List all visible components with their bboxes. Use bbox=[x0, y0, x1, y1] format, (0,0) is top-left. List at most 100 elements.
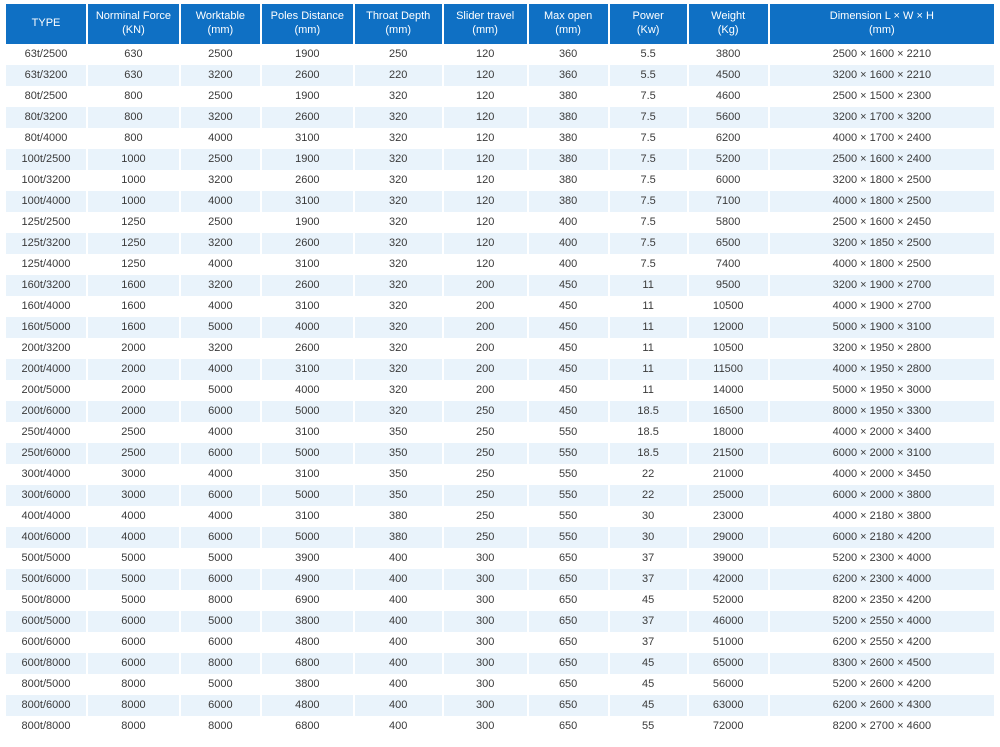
cell-dim: 4000 × 2000 × 3400 bbox=[769, 422, 994, 443]
table-row: 400t/40004000400031003802505503023000400… bbox=[6, 506, 994, 527]
cell-power: 11 bbox=[609, 317, 688, 338]
table-row: 300t/60003000600050003502505502225000600… bbox=[6, 485, 994, 506]
cell-force: 5000 bbox=[87, 590, 180, 611]
cell-weight: 11500 bbox=[688, 359, 769, 380]
table-row: 200t/40002000400031003202004501111500400… bbox=[6, 359, 994, 380]
cell-power: 7.5 bbox=[609, 128, 688, 149]
cell-weight: 65000 bbox=[688, 653, 769, 674]
cell-power: 7.5 bbox=[609, 86, 688, 107]
table-row: 250t/600025006000500035025055018.5215006… bbox=[6, 443, 994, 464]
cell-maxopen: 380 bbox=[528, 191, 609, 212]
cell-power: 11 bbox=[609, 296, 688, 317]
cell-force: 3000 bbox=[87, 464, 180, 485]
cell-maxopen: 380 bbox=[528, 149, 609, 170]
cell-force: 6000 bbox=[87, 653, 180, 674]
cell-type: 800t/5000 bbox=[6, 674, 87, 695]
table-row: 200t/50002000500040003202004501114000500… bbox=[6, 380, 994, 401]
cell-throat: 320 bbox=[354, 233, 443, 254]
cell-slider: 200 bbox=[443, 359, 528, 380]
cell-dim: 4000 × 2180 × 3800 bbox=[769, 506, 994, 527]
cell-dim: 8000 × 1950 × 3300 bbox=[769, 401, 994, 422]
cell-poles: 6800 bbox=[261, 716, 354, 737]
cell-force: 2000 bbox=[87, 338, 180, 359]
cell-power: 7.5 bbox=[609, 254, 688, 275]
col-header-type: TYPE bbox=[6, 4, 87, 44]
cell-maxopen: 450 bbox=[528, 317, 609, 338]
cell-force: 630 bbox=[87, 65, 180, 86]
cell-type: 800t/8000 bbox=[6, 716, 87, 737]
cell-slider: 250 bbox=[443, 422, 528, 443]
cell-slider: 250 bbox=[443, 527, 528, 548]
cell-power: 5.5 bbox=[609, 44, 688, 65]
cell-maxopen: 400 bbox=[528, 254, 609, 275]
cell-power: 18.5 bbox=[609, 422, 688, 443]
cell-maxopen: 380 bbox=[528, 107, 609, 128]
cell-poles: 2600 bbox=[261, 107, 354, 128]
cell-poles: 3100 bbox=[261, 464, 354, 485]
cell-force: 8000 bbox=[87, 695, 180, 716]
cell-worktable: 6000 bbox=[180, 527, 261, 548]
cell-throat: 320 bbox=[354, 86, 443, 107]
cell-force: 5000 bbox=[87, 569, 180, 590]
cell-weight: 25000 bbox=[688, 485, 769, 506]
cell-throat: 350 bbox=[354, 443, 443, 464]
cell-weight: 14000 bbox=[688, 380, 769, 401]
cell-dim: 5000 × 1900 × 3100 bbox=[769, 317, 994, 338]
cell-maxopen: 550 bbox=[528, 422, 609, 443]
cell-throat: 320 bbox=[354, 317, 443, 338]
table-row: 800t/60008000600048004003006504563000620… bbox=[6, 695, 994, 716]
cell-weight: 10500 bbox=[688, 296, 769, 317]
cell-weight: 6500 bbox=[688, 233, 769, 254]
cell-poles: 3100 bbox=[261, 128, 354, 149]
cell-worktable: 3200 bbox=[180, 170, 261, 191]
cell-slider: 300 bbox=[443, 653, 528, 674]
cell-maxopen: 360 bbox=[528, 65, 609, 86]
cell-throat: 400 bbox=[354, 716, 443, 737]
cell-power: 11 bbox=[609, 338, 688, 359]
cell-force: 1250 bbox=[87, 254, 180, 275]
cell-weight: 4600 bbox=[688, 86, 769, 107]
cell-weight: 12000 bbox=[688, 317, 769, 338]
cell-type: 125t/4000 bbox=[6, 254, 87, 275]
table-row: 80t/3200800320026003201203807.556003200 … bbox=[6, 107, 994, 128]
cell-weight: 6000 bbox=[688, 170, 769, 191]
cell-worktable: 6000 bbox=[180, 443, 261, 464]
cell-type: 300t/4000 bbox=[6, 464, 87, 485]
table-row: 800t/50008000500038004003006504556000520… bbox=[6, 674, 994, 695]
cell-force: 4000 bbox=[87, 527, 180, 548]
cell-poles: 3100 bbox=[261, 506, 354, 527]
cell-weight: 7400 bbox=[688, 254, 769, 275]
cell-dim: 5200 × 2300 × 4000 bbox=[769, 548, 994, 569]
cell-type: 100t/3200 bbox=[6, 170, 87, 191]
cell-type: 200t/6000 bbox=[6, 401, 87, 422]
cell-poles: 1900 bbox=[261, 149, 354, 170]
cell-slider: 120 bbox=[443, 44, 528, 65]
cell-throat: 320 bbox=[354, 359, 443, 380]
cell-power: 30 bbox=[609, 506, 688, 527]
table-row: 125t/40001250400031003201204007.57400400… bbox=[6, 254, 994, 275]
cell-slider: 250 bbox=[443, 485, 528, 506]
cell-throat: 380 bbox=[354, 527, 443, 548]
cell-maxopen: 550 bbox=[528, 443, 609, 464]
cell-weight: 63000 bbox=[688, 695, 769, 716]
cell-throat: 320 bbox=[354, 149, 443, 170]
cell-type: 500t/6000 bbox=[6, 569, 87, 590]
cell-force: 2000 bbox=[87, 401, 180, 422]
cell-throat: 320 bbox=[354, 191, 443, 212]
cell-worktable: 4000 bbox=[180, 191, 261, 212]
cell-maxopen: 650 bbox=[528, 674, 609, 695]
cell-maxopen: 400 bbox=[528, 212, 609, 233]
cell-poles: 3900 bbox=[261, 548, 354, 569]
cell-maxopen: 650 bbox=[528, 653, 609, 674]
cell-power: 22 bbox=[609, 464, 688, 485]
cell-poles: 5000 bbox=[261, 527, 354, 548]
cell-poles: 2600 bbox=[261, 275, 354, 296]
cell-slider: 200 bbox=[443, 338, 528, 359]
cell-force: 8000 bbox=[87, 716, 180, 737]
table-row: 100t/25001000250019003201203807.55200250… bbox=[6, 149, 994, 170]
cell-dim: 8200 × 2350 × 4200 bbox=[769, 590, 994, 611]
cell-poles: 3100 bbox=[261, 359, 354, 380]
cell-slider: 250 bbox=[443, 443, 528, 464]
cell-maxopen: 450 bbox=[528, 296, 609, 317]
cell-force: 800 bbox=[87, 107, 180, 128]
